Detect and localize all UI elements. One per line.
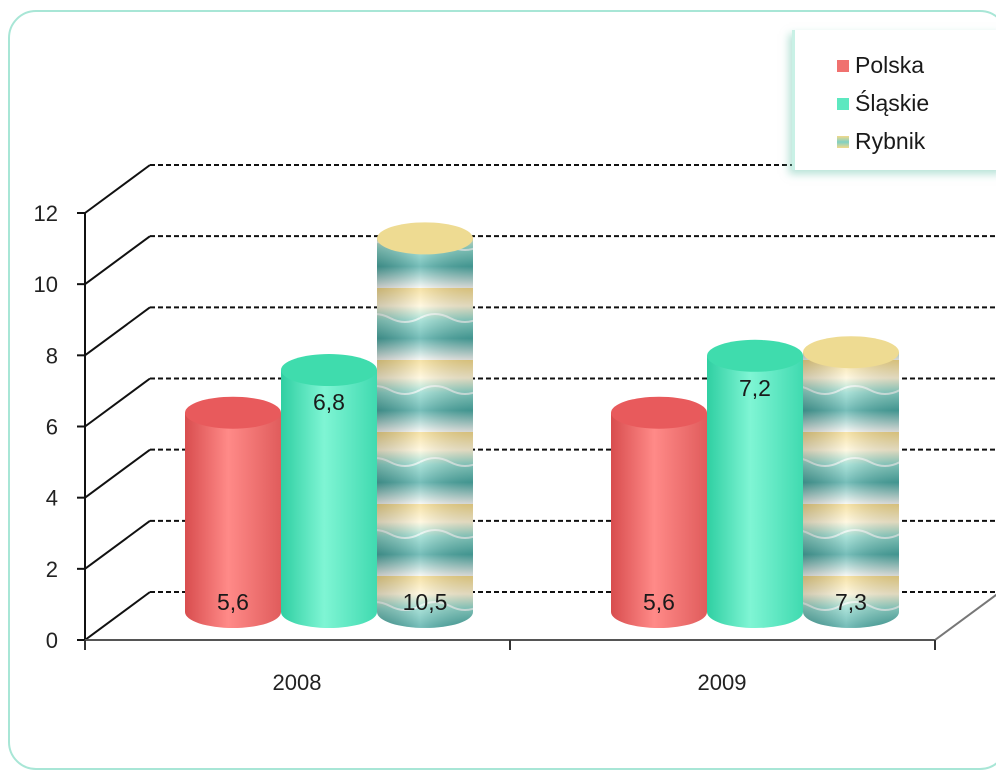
side-wall-line	[84, 164, 151, 214]
data-label-rybnik-2009: 7,3	[835, 589, 867, 615]
side-wall-line	[84, 306, 151, 357]
legend-item-rybnik: Rybnik	[837, 128, 925, 155]
chart-plot: 0 2 4 6 8 10 12 2008 2009 5,6 6,8 10,5 5,6 7,2 7,3	[34, 164, 996, 695]
y-tick-label: 4	[46, 486, 58, 511]
bar-rybnik-2008	[377, 222, 473, 628]
bar-polska-2009	[611, 396, 707, 628]
floor-right-edge	[934, 593, 996, 641]
legend-label-polska: Polska	[855, 52, 925, 78]
data-label-rybnik-2008: 10,5	[403, 589, 448, 615]
y-tick-label: 10	[34, 272, 58, 297]
x-tick-label: 2008	[273, 670, 322, 695]
data-label-slaskie-2008: 6,8	[313, 389, 345, 415]
bar-body	[611, 412, 707, 628]
bar-top	[377, 222, 473, 255]
side-wall-line	[84, 235, 151, 285]
bar-polska-2008	[185, 396, 281, 628]
bar-top	[281, 354, 377, 387]
bar-shade	[803, 352, 899, 628]
legend-swatch-polska	[837, 59, 849, 72]
bar-body	[281, 370, 377, 628]
bar-slaskie-2008	[281, 354, 377, 628]
bar-body	[185, 412, 281, 628]
bar-rybnik-2009	[803, 336, 899, 628]
data-label-polska-2009: 5,6	[643, 589, 675, 615]
y-tick-label: 2	[46, 557, 58, 582]
data-labels: 5,6 6,8 10,5 5,6 7,2 7,3	[217, 375, 867, 615]
legend-item-slaskie: Śląskie	[837, 90, 929, 117]
axes: 0 2 4 6 8 10 12 2008 2009	[34, 201, 996, 695]
y-tick-label: 0	[46, 628, 58, 653]
side-wall-line	[84, 448, 151, 499]
data-label-polska-2008: 5,6	[217, 589, 249, 615]
bar-top	[707, 339, 803, 372]
bar-body	[707, 355, 803, 628]
y-tick-label: 12	[34, 201, 58, 226]
x-tick-label: 2009	[698, 670, 747, 695]
bar-top	[803, 336, 899, 369]
y-tick-label: 6	[46, 415, 58, 440]
side-wall-line	[84, 377, 151, 428]
side-wall-line	[84, 591, 151, 641]
bar-top	[611, 396, 707, 429]
data-label-slaskie-2009: 7,2	[739, 375, 771, 401]
y-tick-label: 8	[46, 343, 58, 368]
bar-top	[185, 396, 281, 429]
legend-label-rybnik: Rybnik	[855, 128, 926, 154]
side-wall-line	[84, 520, 151, 570]
bars	[185, 222, 899, 628]
bar-shade	[377, 238, 473, 628]
legend-swatch-rybnik	[837, 135, 849, 148]
legend: Polska Śląskie Rybnik	[792, 30, 996, 170]
bar-slaskie-2009	[707, 339, 803, 628]
legend-swatch-slaskie	[837, 97, 849, 110]
legend-item-polska: Polska	[837, 52, 924, 79]
legend-label-slaskie: Śląskie	[855, 90, 930, 116]
